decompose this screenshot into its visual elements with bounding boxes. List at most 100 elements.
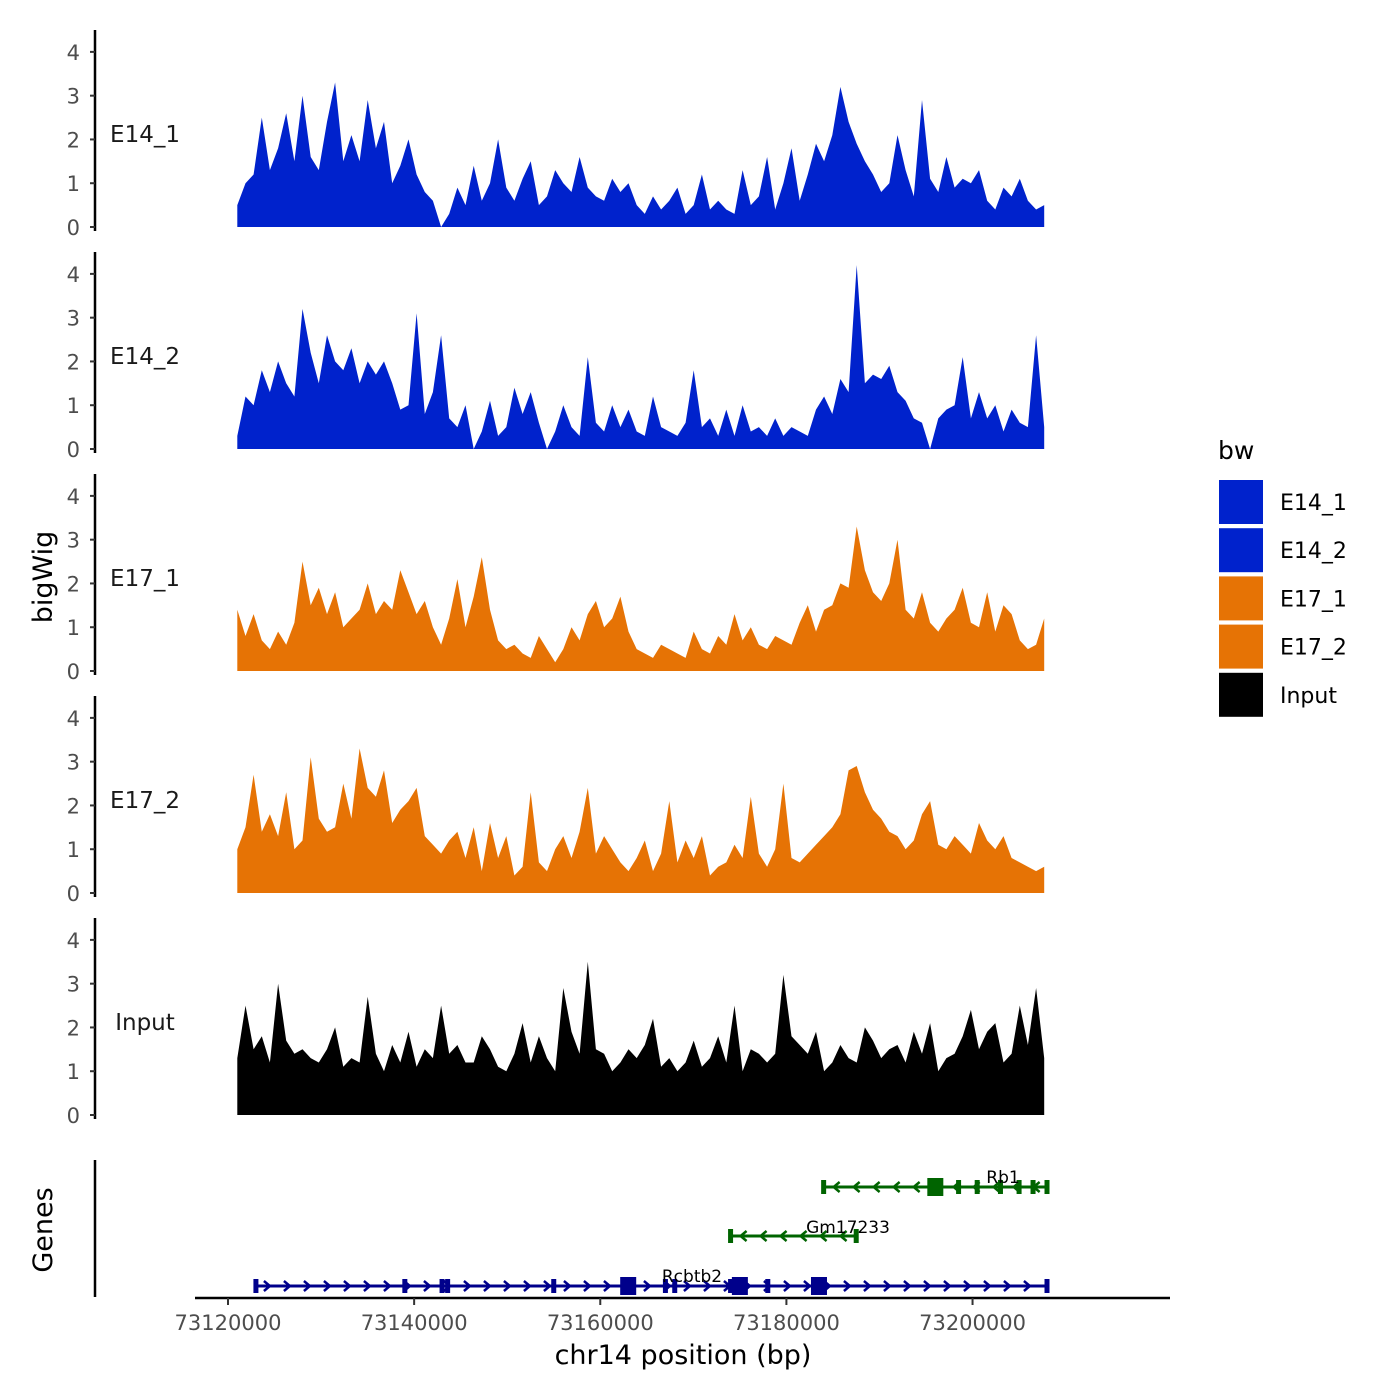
legend-label: Input bbox=[1280, 684, 1337, 709]
y-tick-label: 0 bbox=[67, 1104, 80, 1128]
exon bbox=[445, 1279, 451, 1293]
x-axis-title: chr14 position (bp) bbox=[555, 1340, 812, 1371]
y-tick-label: 2 bbox=[67, 350, 80, 374]
legend-item-e14-2: E14_2 bbox=[1219, 528, 1347, 573]
track-panel-e14-2: 0 1 2 3 4 E14_2 bbox=[67, 252, 1045, 462]
strand-arrow bbox=[563, 1280, 572, 1292]
strand-arrow bbox=[363, 1280, 372, 1292]
legend-label: E14_1 bbox=[1280, 491, 1347, 516]
exon bbox=[551, 1279, 557, 1293]
legend-swatch bbox=[1219, 672, 1263, 717]
exon bbox=[974, 1180, 980, 1194]
exon bbox=[620, 1277, 637, 1295]
exon bbox=[731, 1277, 748, 1295]
strand-arrow bbox=[983, 1280, 992, 1292]
exon bbox=[253, 1279, 259, 1293]
strand-arrow bbox=[323, 1280, 332, 1292]
legend-label: E17_1 bbox=[1280, 587, 1347, 612]
exon bbox=[728, 1279, 734, 1293]
track-panel-e17-1: 0 1 2 3 4 E17_1 bbox=[67, 474, 1045, 684]
gene-gm17233: Gm17233 bbox=[728, 1218, 890, 1243]
exon bbox=[997, 1180, 1003, 1194]
y-tick-label: 1 bbox=[67, 394, 80, 418]
track-panel-input: 0 1 2 3 4 Input bbox=[67, 918, 1045, 1128]
strand-arrow bbox=[943, 1280, 952, 1292]
legend-label: E14_2 bbox=[1280, 539, 1347, 564]
signal-area-e14-1 bbox=[237, 82, 1045, 227]
y-tick-label: 1 bbox=[67, 172, 80, 196]
strand-arrow bbox=[543, 1280, 552, 1292]
y-tick-label: 4 bbox=[67, 929, 80, 953]
strand-arrow bbox=[1023, 1280, 1032, 1292]
y-tick-label: 0 bbox=[67, 438, 80, 462]
signal-area-e17-2 bbox=[237, 748, 1045, 893]
strand-arrow bbox=[991, 1181, 1001, 1193]
legend-swatch bbox=[1219, 480, 1263, 524]
legend-title: bw bbox=[1218, 436, 1254, 465]
exon bbox=[765, 1279, 771, 1293]
exon bbox=[853, 1229, 859, 1243]
strand-arrow bbox=[683, 1280, 692, 1292]
track-label: E17_2 bbox=[110, 788, 180, 814]
x-tick-label: 73120000 bbox=[175, 1311, 282, 1335]
legend: bw E14_1 E14_2 E17_1 E17_2 Input bbox=[1218, 436, 1347, 717]
strand-arrow bbox=[503, 1280, 512, 1292]
exon bbox=[1016, 1180, 1022, 1194]
x-tick-label: 73200000 bbox=[919, 1311, 1026, 1335]
signal-area-e14-2 bbox=[237, 265, 1045, 449]
bigwig-tracks: 0 1 2 3 4 E14_1 0 1 2 3 4 E14_2 0 1 2 3 4 E17_1 0 1 2 3 4 E17_2… bbox=[67, 30, 1045, 1128]
strand-arrow bbox=[758, 1230, 768, 1242]
y-tick-label: 1 bbox=[67, 616, 80, 640]
x-axis: 73120000 73140000 73160000 73180000 73200000 bbox=[175, 1296, 1170, 1335]
track-label: Input bbox=[115, 1010, 175, 1036]
x-tick-label: 73160000 bbox=[547, 1311, 654, 1335]
y-tick-label: 2 bbox=[67, 794, 80, 818]
track-label: E14_2 bbox=[110, 344, 180, 370]
gene-track: Rb1 Gm17233 Rcbtb2 bbox=[93, 1160, 1050, 1297]
strand-arrow bbox=[343, 1280, 352, 1292]
y-tick-label: 4 bbox=[67, 707, 80, 731]
y-tick-label: 0 bbox=[67, 216, 80, 240]
y-tick-label: 3 bbox=[67, 973, 80, 997]
strand-arrow bbox=[923, 1280, 932, 1292]
strand-arrow bbox=[463, 1280, 472, 1292]
strand-arrow bbox=[818, 1230, 828, 1242]
legend-label: E17_2 bbox=[1280, 636, 1347, 661]
y-tick-label: 4 bbox=[67, 263, 80, 287]
y-tick-label: 3 bbox=[67, 307, 80, 331]
strand-arrow bbox=[523, 1280, 532, 1292]
y-tick-label: 0 bbox=[67, 660, 80, 684]
strand-arrow bbox=[303, 1280, 312, 1292]
track-label: E14_1 bbox=[110, 122, 180, 148]
exon bbox=[956, 1180, 962, 1194]
y-tick-label: 2 bbox=[67, 128, 80, 152]
track-panel-e17-2: 0 1 2 3 4 E17_2 bbox=[67, 696, 1045, 906]
legend-swatch bbox=[1219, 624, 1263, 669]
strand-arrow bbox=[703, 1280, 712, 1292]
y-tick-label: 4 bbox=[67, 485, 80, 509]
exon bbox=[672, 1279, 678, 1293]
exon bbox=[1030, 1180, 1036, 1194]
strand-arrow bbox=[798, 1230, 808, 1242]
strand-arrow bbox=[863, 1280, 872, 1292]
exon bbox=[1044, 1279, 1050, 1293]
strand-arrow bbox=[1003, 1280, 1012, 1292]
x-tick-label: 73180000 bbox=[733, 1311, 840, 1335]
gene-rcbtb2: Rcbtb2 bbox=[253, 1267, 1050, 1295]
strand-arrow bbox=[383, 1280, 392, 1292]
track-label: E17_1 bbox=[110, 566, 180, 592]
strand-arrow bbox=[883, 1280, 892, 1292]
exon bbox=[728, 1229, 734, 1243]
gene-label: Gm17233 bbox=[806, 1218, 890, 1238]
legend-item-e14-1: E14_1 bbox=[1219, 480, 1347, 524]
y-tick-label: 3 bbox=[67, 751, 80, 775]
legend-item-e17-2: E17_2 bbox=[1219, 624, 1347, 669]
exon bbox=[662, 1279, 668, 1293]
strand-arrow bbox=[643, 1280, 652, 1292]
strand-arrow bbox=[583, 1280, 592, 1292]
y-tick-label: 3 bbox=[67, 85, 80, 109]
y-tick-label: 0 bbox=[67, 882, 80, 906]
strand-arrow bbox=[283, 1280, 292, 1292]
strand-arrow bbox=[891, 1181, 901, 1193]
